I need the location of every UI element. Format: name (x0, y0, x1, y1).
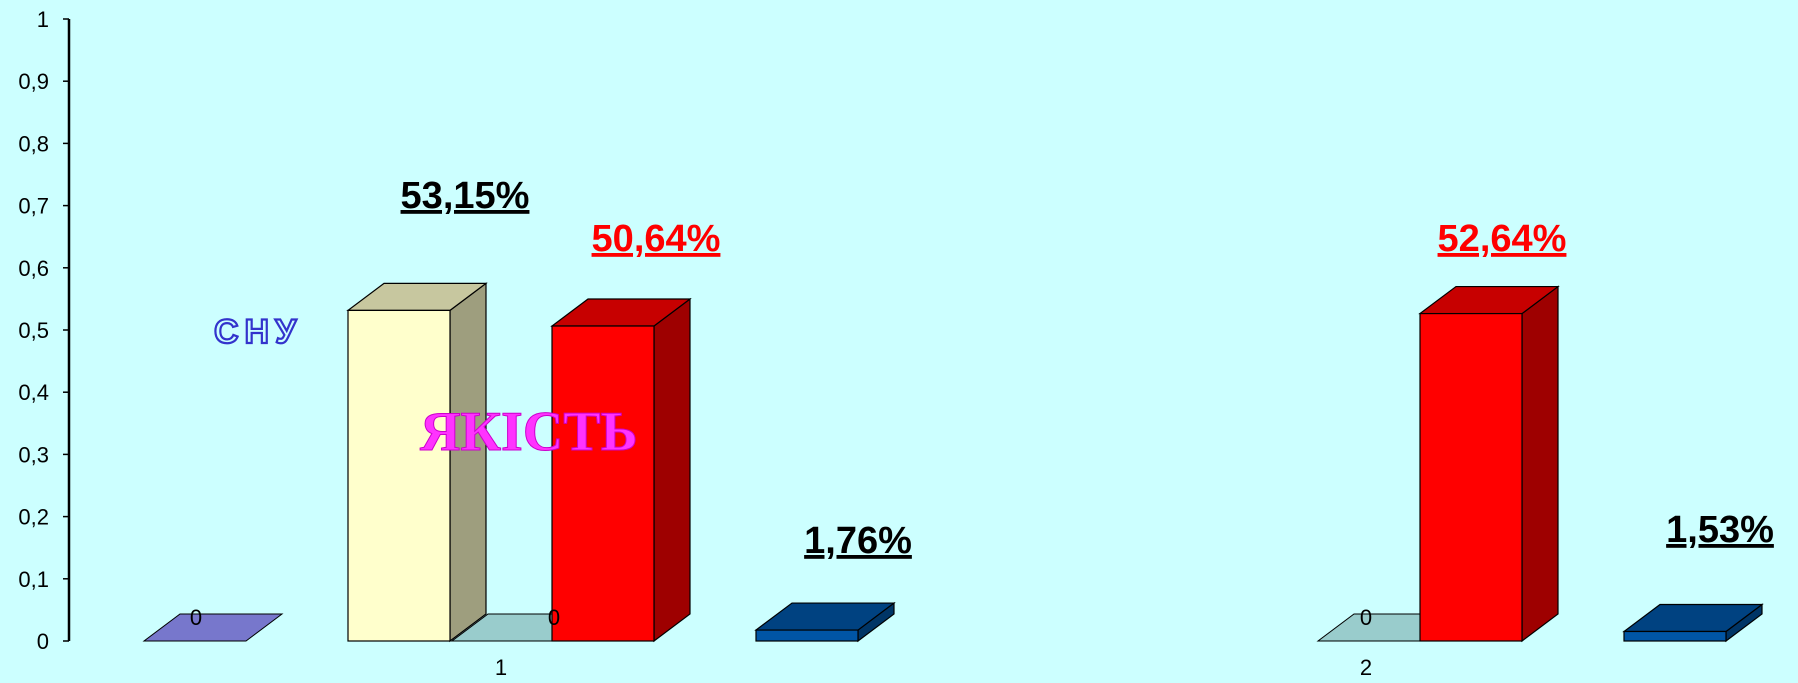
wordart-snu-label: СНУ (214, 313, 302, 351)
y-tick-label: 0,4 (18, 380, 49, 405)
y-tick-label: 1 (37, 7, 49, 32)
zero-data-label: 0 (1360, 605, 1372, 630)
y-axis: 0 0,1 0,2 0,3 0,4 0,5 0,6 0,7 0,8 0,9 1 (18, 7, 71, 654)
bar (1623, 630, 1727, 642)
zero-data-label: 0 (190, 605, 202, 630)
data-label: 50,64% (592, 218, 721, 260)
bar-side (1521, 285, 1559, 643)
y-tick-label: 0,9 (18, 69, 49, 94)
y-tick-label: 0,7 (18, 194, 49, 219)
labels-layer: 1 2 0 53,15% 0 0 50,64% 52,64% 1,76% 1,53% (190, 175, 1774, 680)
bar (551, 325, 655, 642)
bar-side (653, 297, 691, 643)
bar-zero (142, 613, 284, 642)
y-tick-label: 0,5 (18, 318, 49, 343)
y-tick-label: 0,6 (18, 256, 49, 281)
bars-layer (142, 282, 1764, 643)
zero-data-label: 0 (548, 605, 560, 630)
y-tick-label: 0,2 (18, 505, 49, 530)
data-label: 53,15% (401, 175, 530, 217)
x-category-label: 1 (495, 655, 507, 680)
y-tick-label: 0,8 (18, 131, 49, 156)
data-label: 52,64% (1438, 218, 1567, 260)
bar (347, 309, 451, 642)
wordart-yakist-label: ЯКІСТЬ (420, 401, 638, 463)
x-category-label: 2 (1360, 655, 1372, 680)
data-label: 1,76% (804, 520, 912, 562)
y-tick-label: 0,3 (18, 442, 49, 467)
bar (1419, 312, 1523, 642)
bar (755, 629, 859, 642)
y-tick-label: 0 (37, 629, 49, 654)
y-tick-label: 0,1 (18, 567, 49, 592)
data-label: 1,53% (1666, 509, 1774, 551)
